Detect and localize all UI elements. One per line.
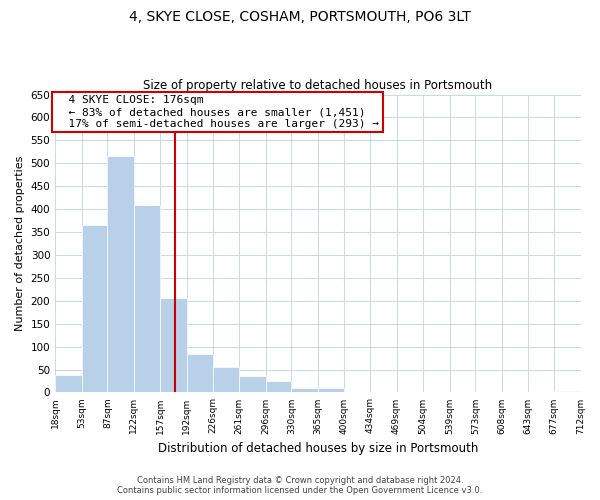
Text: 4 SKYE CLOSE: 176sqm
  ← 83% of detached houses are smaller (1,451)
  17% of sem: 4 SKYE CLOSE: 176sqm ← 83% of detached h…	[55, 96, 379, 128]
Bar	[239, 376, 266, 392]
Bar	[107, 156, 134, 392]
Bar	[187, 354, 212, 393]
Bar	[318, 388, 344, 392]
Bar	[134, 204, 160, 392]
Bar	[554, 391, 581, 392]
Bar	[292, 388, 318, 392]
Bar	[55, 375, 82, 392]
Text: 4, SKYE CLOSE, COSHAM, PORTSMOUTH, PO6 3LT: 4, SKYE CLOSE, COSHAM, PORTSMOUTH, PO6 3…	[129, 10, 471, 24]
Bar	[82, 225, 107, 392]
Title: Size of property relative to detached houses in Portsmouth: Size of property relative to detached ho…	[143, 79, 493, 92]
Text: Contains HM Land Registry data © Crown copyright and database right 2024.
Contai: Contains HM Land Registry data © Crown c…	[118, 476, 482, 495]
Y-axis label: Number of detached properties: Number of detached properties	[15, 156, 25, 331]
Bar	[266, 382, 292, 392]
Bar	[160, 298, 187, 392]
X-axis label: Distribution of detached houses by size in Portsmouth: Distribution of detached houses by size …	[158, 442, 478, 455]
Bar	[212, 367, 239, 392]
